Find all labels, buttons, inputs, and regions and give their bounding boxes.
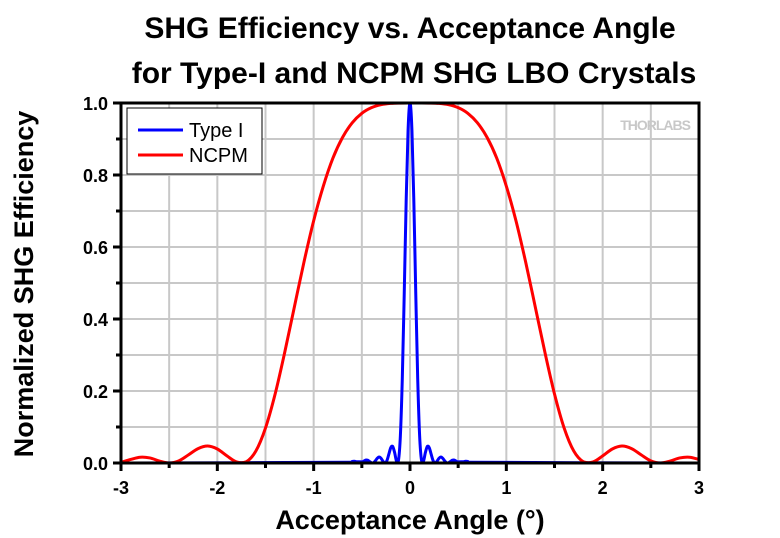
legend: Type I NCPM [126,107,263,175]
y-tick-label: 0.4 [83,310,108,330]
chart-title-line-1: SHG Efficiency vs. Acceptance Angle [144,12,675,45]
x-tick-label: -2 [209,478,225,498]
legend-label-ncpm: NCPM [189,145,248,167]
x-tick-label: 3 [694,478,704,498]
x-tick-label: 0 [405,478,415,498]
y-tick-label: 0.8 [83,166,108,186]
x-tick-label: -3 [113,478,129,498]
y-tick-label: 0.2 [83,382,108,402]
y-tick-label: 0.6 [83,238,108,258]
thorlabs-watermark: THORLABS [620,117,690,133]
y-tick-label: 0.0 [83,454,108,474]
x-axis-label: Acceptance Angle (°) [275,505,544,535]
chart-title-line-2: for Type-I and NCPM SHG LBO Crystals [132,57,697,90]
x-tick-label: -1 [306,478,322,498]
legend-box [126,107,263,175]
x-tick-label: 1 [501,478,511,498]
legend-label-type-i: Type I [189,120,243,142]
y-tick-label: 1.0 [83,94,108,114]
axes: -3 -2 -1 0 1 2 3 0.0 0.2 0.4 0.6 0.8 1.0 [83,94,704,498]
y-axis-label: Normalized SHG Efficiency [9,111,39,458]
grid [121,103,699,463]
x-tick-label: 2 [598,478,608,498]
